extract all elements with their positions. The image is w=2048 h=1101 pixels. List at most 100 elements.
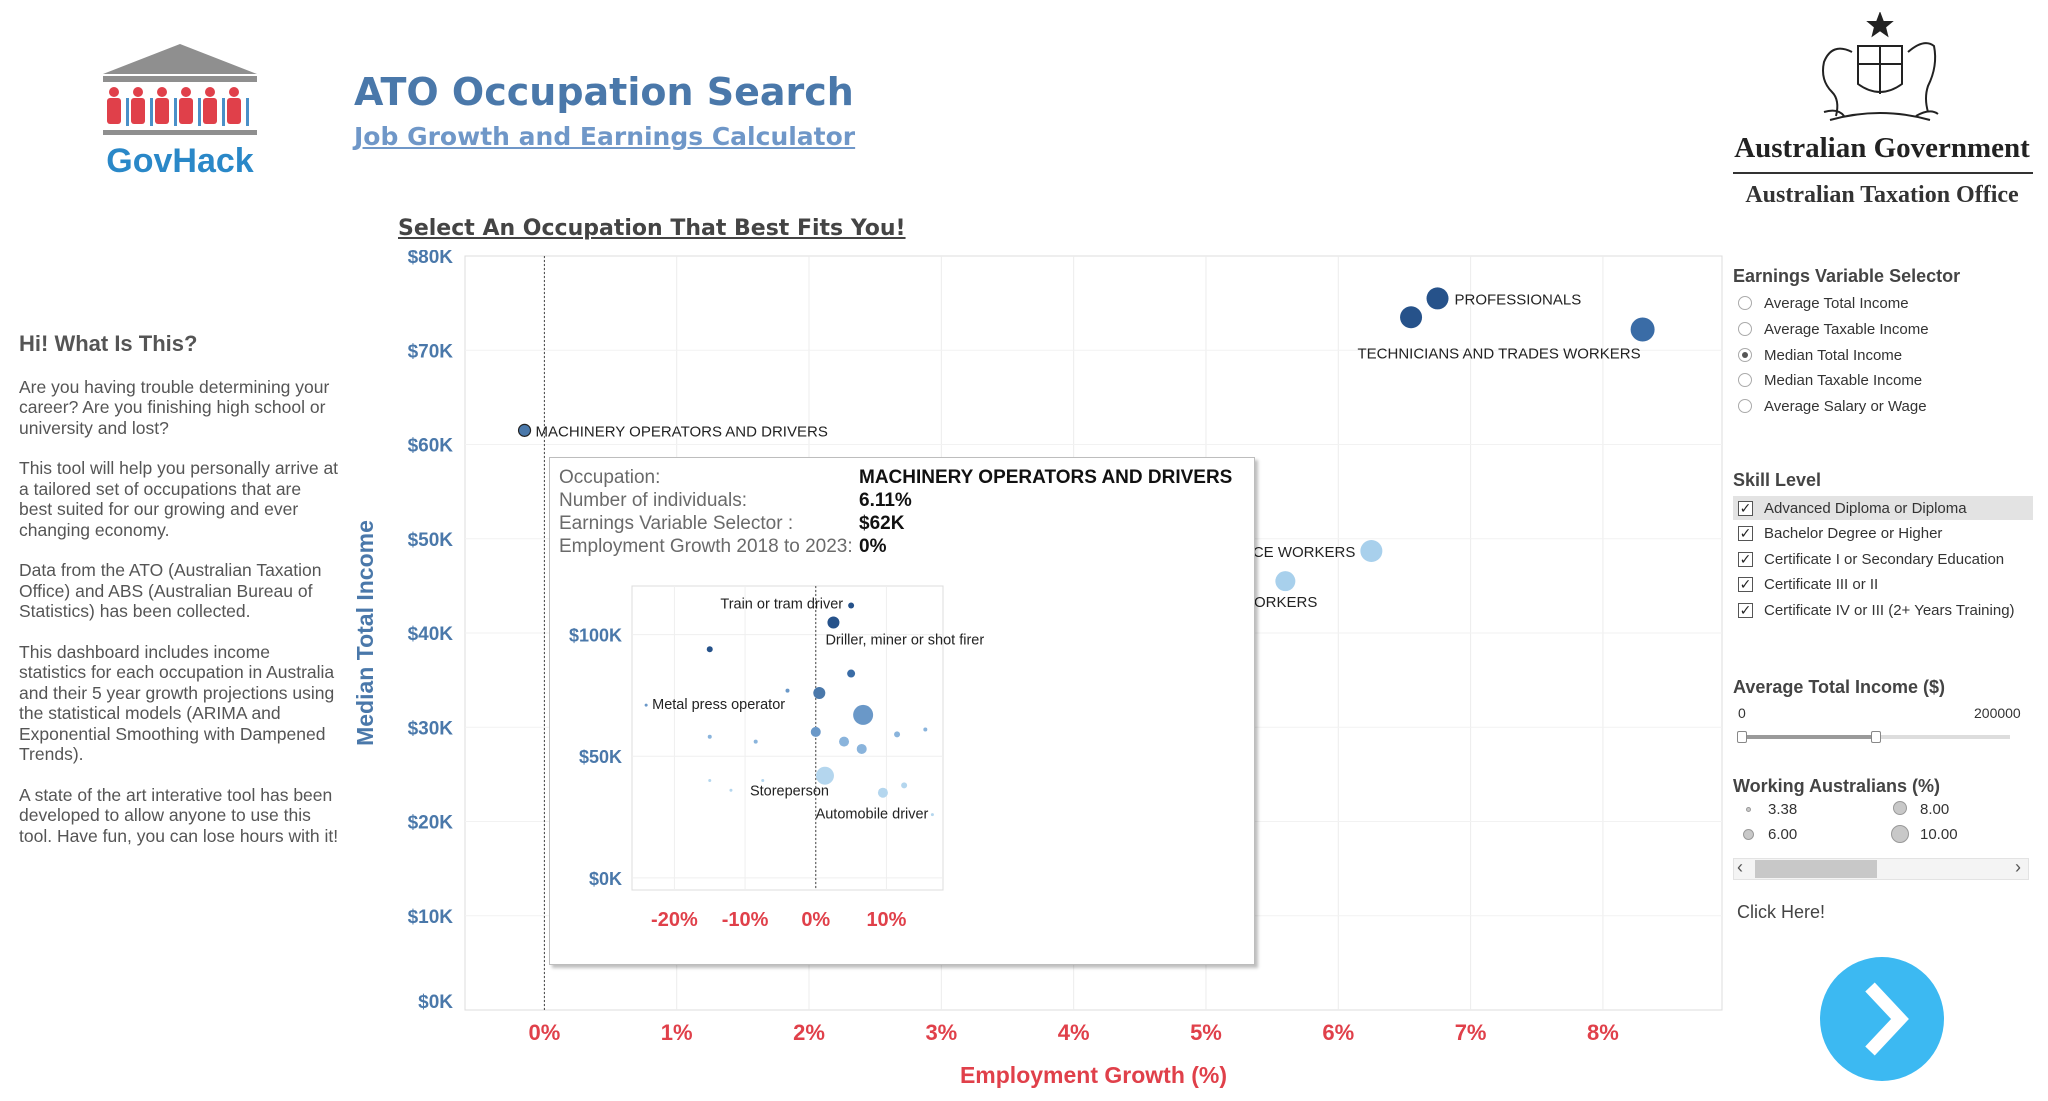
mini-data-point [877, 787, 888, 798]
y-tick-label: $60K [408, 436, 454, 457]
mini-data-point [761, 779, 765, 783]
mini-data-point [810, 726, 821, 737]
radio-label: Median Total Income [1764, 346, 1903, 364]
legend-label: 6.00 [1768, 826, 1798, 843]
tooltip-value: 0% [859, 536, 887, 557]
mini-x-tick-label: 10% [866, 909, 906, 931]
scroll-right-icon[interactable]: › [2015, 857, 2021, 877]
radio-average-taxable-income[interactable]: Average Taxable Income [1738, 318, 1929, 340]
mini-data-point [839, 736, 850, 747]
mini-data-point [847, 669, 856, 678]
radio-label: Average Total Income [1764, 294, 1909, 312]
radio-label: Median Taxable Income [1764, 371, 1923, 389]
app-subtitle-link[interactable]: Job Growth and Earnings Calculator [354, 122, 856, 151]
y-tick-label: $70K [408, 341, 454, 362]
radio-median-taxable-income[interactable]: Median Taxable Income [1738, 369, 1922, 391]
checkbox-certificate-i[interactable]: ✓ Certificate I or Secondary Education [1733, 547, 2033, 571]
chevron-right-icon [1865, 982, 1909, 1056]
checkbox-checked-icon: ✓ [1738, 499, 1753, 516]
y-tick-label: $10K [408, 907, 454, 928]
legend-size-icon [1893, 801, 1907, 815]
mini-data-point [729, 788, 733, 792]
earnings-selector-title: Earnings Variable Selector [1733, 266, 1961, 286]
mini-x-tick-label: 0% [801, 909, 830, 931]
legend-label: 10.00 [1920, 826, 1958, 843]
mini-data-point [923, 727, 928, 732]
slider-max-label: 200000 [1974, 705, 2021, 721]
legend-size-icon [1891, 825, 1909, 843]
mini-data-point [706, 646, 713, 653]
checkbox-checked-icon: ✓ [1738, 575, 1753, 592]
gov-name: Australian Government [1734, 132, 2030, 164]
gov-divider [1733, 172, 2033, 174]
radio-label: Average Taxable Income [1764, 320, 1929, 338]
mini-data-point [856, 743, 867, 754]
mini-point-label: Driller, miner or shot firer [825, 632, 984, 648]
tooltip-mini-chart: -20% -10% 0% 10% $0K $50K $100K Train or tram d… [569, 585, 984, 931]
slider-min-handle[interactable] [1737, 731, 1747, 743]
mini-data-point [813, 687, 826, 700]
mini-plot-area [631, 585, 944, 891]
x-tick-label: 3% [925, 1020, 957, 1045]
info-paragraph: This dashboard includes income statistic… [19, 641, 335, 765]
checkbox-checked-icon: ✓ [1738, 524, 1753, 541]
mini-data-point [644, 703, 648, 707]
point-label: CE WORKERS [1253, 544, 1356, 561]
info-paragraph: A state of the art interative tool has b… [19, 784, 339, 846]
mini-y-tick-label: $0K [589, 869, 622, 889]
tooltip-label: Earnings Variable Selector : [559, 513, 794, 534]
y-tick-label: $0K [418, 992, 453, 1013]
radio-median-total-income[interactable]: Median Total Income [1738, 344, 1902, 366]
mini-data-point [930, 813, 934, 817]
mini-data-point [901, 782, 908, 789]
point-label: TECHNICIANS AND TRADES WORKERS [1358, 346, 1641, 363]
mini-data-point [815, 766, 834, 785]
mini-point-label: Train or tram driver [720, 596, 843, 612]
checkbox-label: Certificate III or II [1764, 575, 1879, 593]
occupation-tooltip: Occupation: MACHINERY OPERATORS AND DRIV… [549, 457, 1255, 965]
radio-average-total-income[interactable]: Average Total Income [1738, 292, 1909, 314]
people-icon [107, 87, 249, 126]
govhack-logo: GovHack [103, 44, 257, 180]
legend-label: 3.38 [1768, 801, 1798, 818]
x-tick-label: 7% [1455, 1020, 1487, 1045]
legend-label: 8.00 [1920, 801, 1950, 818]
x-tick-label: 5% [1190, 1020, 1222, 1045]
checkbox-certificate-iii[interactable]: ✓ Certificate III or II [1733, 572, 2033, 596]
point-label: MACHINERY OPERATORS AND DRIVERS [536, 423, 828, 440]
y-tick-label: $80K [408, 250, 454, 268]
checkbox-advanced-diploma[interactable]: ✓ Advanced Diploma or Diploma [1733, 496, 2033, 520]
click-here-label[interactable]: Click Here! [1737, 902, 1826, 922]
checkbox-certificate-iv[interactable]: ✓ Certificate IV or III (2+ Years Trainin… [1733, 598, 2033, 622]
tooltip-label: Occupation: [559, 467, 661, 488]
radio-selected-icon [1738, 348, 1752, 362]
slider-max-handle[interactable] [1871, 731, 1881, 743]
tooltip-value: MACHINERY OPERATORS AND DRIVERS [859, 467, 1233, 488]
data-point [1630, 317, 1655, 342]
gov-office: Australian Taxation Office [1745, 182, 2019, 208]
x-tick-label: 4% [1058, 1020, 1090, 1045]
checkbox-checked-icon: ✓ [1738, 550, 1753, 567]
govhack-wordmark: GovHack [106, 142, 253, 180]
y-axis-title: Median Total Income [352, 520, 378, 746]
app-title: ATO Occupation Search [354, 70, 854, 114]
legend-size-icon [1746, 807, 1751, 812]
info-paragraph: Are you having trouble determining your … [19, 376, 330, 438]
y-tick-label: $40K [408, 624, 454, 645]
mini-x-tick-label: -10% [722, 909, 769, 931]
legend-size-icon [1743, 829, 1754, 840]
radio-average-salary-or-wage[interactable]: Average Salary or Wage [1738, 395, 1927, 417]
checkbox-checked-icon: ✓ [1738, 601, 1753, 618]
chart-heading: Select An Occupation That Best Fits You! [398, 216, 906, 241]
checkbox-bachelor-degree[interactable]: ✓ Bachelor Degree or Higher [1733, 521, 2033, 545]
next-button[interactable] [1820, 957, 1944, 1081]
mini-data-point [708, 779, 712, 783]
x-axis-title: Employment Growth (%) [960, 1062, 1227, 1088]
radio-icon [1738, 373, 1752, 387]
scroll-left-icon[interactable]: ‹ [1737, 857, 1743, 877]
x-tick-label: 2% [793, 1020, 825, 1045]
point-label: PROFESSIONALS [1455, 291, 1582, 308]
data-point [517, 423, 532, 437]
skill-level-title: Skill Level [1733, 470, 1822, 490]
scrollbar-thumb[interactable] [1755, 860, 1877, 878]
